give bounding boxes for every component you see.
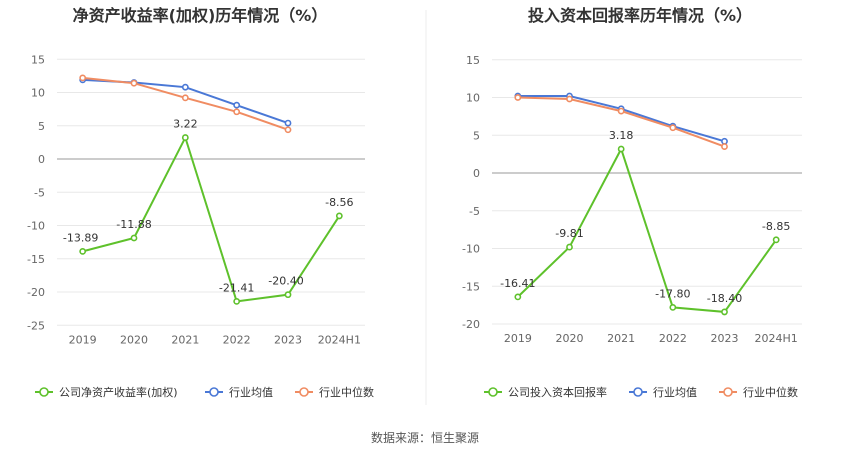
chart-1: 净资产收益率(加权)历年情况（%） 15 10 5 0 -5 -10 -15 -20 -25 201… bbox=[27, 6, 374, 399]
legend-marker bbox=[633, 387, 643, 397]
legend-item: 公司净资产收益率(加权) bbox=[35, 385, 178, 399]
data-point bbox=[233, 108, 241, 116]
y-tick-label: 0 bbox=[473, 167, 480, 180]
legend-marker bbox=[209, 387, 219, 397]
data-label: -9.81 bbox=[555, 227, 583, 240]
y-tick-label: 5 bbox=[473, 129, 480, 142]
source-note: 数据来源：恒生聚源 bbox=[371, 430, 479, 445]
series-line bbox=[82, 134, 341, 303]
x-tick-label: 2021 bbox=[171, 333, 199, 346]
data-point bbox=[181, 83, 189, 91]
data-point bbox=[79, 247, 87, 255]
data-point bbox=[669, 303, 677, 311]
legend-item: 公司投入资本回报率 bbox=[484, 385, 607, 399]
legend-label: 行业均值 bbox=[229, 386, 273, 399]
y-tick-label: -20 bbox=[462, 318, 480, 331]
data-point bbox=[181, 134, 189, 141]
data-label: 3.18 bbox=[609, 129, 634, 142]
data-label: -8.85 bbox=[762, 220, 790, 233]
data-point bbox=[284, 119, 292, 127]
x-tick-label: 2024H1 bbox=[755, 332, 798, 345]
chart-2: 投入资本回报率历年情况（%） 15 10 5 0 -5 -10 -15 -20 2019 2020 2… bbox=[462, 6, 802, 399]
data-point bbox=[79, 74, 87, 82]
x-tick-label: 2020 bbox=[120, 333, 148, 346]
x-tick-label: 2022 bbox=[659, 332, 687, 345]
data-label: -18.40 bbox=[707, 292, 742, 305]
data-point bbox=[669, 124, 677, 132]
y-tick-label: -20 bbox=[27, 286, 45, 299]
data-point bbox=[772, 236, 780, 244]
data-point bbox=[514, 293, 522, 301]
chart-title: 投入资本回报率历年情况（%） bbox=[528, 6, 752, 25]
legend-item: 行业均值 bbox=[629, 386, 697, 399]
x-tick-label: 2021 bbox=[607, 332, 635, 345]
y-tick-label: -5 bbox=[469, 205, 480, 218]
y-tick-label: -25 bbox=[27, 319, 45, 332]
data-point bbox=[181, 94, 189, 102]
data-label: -11.88 bbox=[116, 218, 151, 231]
data-point bbox=[130, 234, 138, 242]
data-point bbox=[233, 101, 241, 109]
legend-item: 行业中位数 bbox=[295, 385, 374, 399]
data-point bbox=[130, 79, 138, 87]
data-point bbox=[617, 145, 625, 153]
data-point bbox=[514, 94, 522, 101]
data-point bbox=[617, 107, 625, 115]
data-label: 3.22 bbox=[173, 118, 198, 131]
y-tick-label: 10 bbox=[466, 92, 480, 105]
chart-title: 净资产收益率(加权)历年情况（%） bbox=[73, 6, 328, 25]
data-label: -20.40 bbox=[268, 275, 303, 288]
legend-item: 行业均值 bbox=[205, 386, 273, 399]
legend-marker bbox=[488, 387, 498, 397]
data-point bbox=[284, 291, 292, 299]
x-tick-label: 2019 bbox=[69, 333, 97, 346]
data-point bbox=[335, 212, 343, 220]
legend-label: 公司净资产收益率(加权) bbox=[59, 385, 178, 399]
legend-marker bbox=[39, 387, 49, 397]
y-tick-label: -10 bbox=[462, 243, 480, 256]
data-label: -8.56 bbox=[325, 196, 353, 209]
data-label: -13.89 bbox=[63, 231, 98, 244]
legend-label: 公司投入资本回报率 bbox=[508, 385, 607, 399]
data-point bbox=[721, 308, 728, 316]
x-tick-label: 2024H1 bbox=[318, 333, 361, 346]
y-tick-label: -15 bbox=[462, 280, 480, 293]
data-label: -17.80 bbox=[655, 287, 690, 300]
legend-label: 行业中位数 bbox=[319, 385, 374, 399]
y-tick-label: 15 bbox=[31, 53, 45, 66]
series-line bbox=[517, 146, 777, 313]
legend-marker bbox=[299, 387, 309, 397]
x-tick-label: 2023 bbox=[274, 333, 302, 346]
data-point bbox=[566, 95, 573, 103]
y-tick-label: 10 bbox=[31, 87, 45, 100]
data-label: -21.41 bbox=[219, 281, 254, 294]
x-tick-label: 2020 bbox=[556, 332, 584, 345]
data-point bbox=[233, 297, 241, 305]
data-label: -16.41 bbox=[500, 277, 535, 290]
legend-label: 行业中位数 bbox=[743, 385, 798, 399]
y-tick-label: 5 bbox=[38, 120, 45, 133]
legend-item: 行业中位数 bbox=[719, 385, 798, 399]
y-tick-label: -10 bbox=[27, 220, 45, 233]
x-tick-label: 2023 bbox=[711, 332, 739, 345]
x-tick-label: 2019 bbox=[504, 332, 532, 345]
x-tick-label: 2022 bbox=[223, 333, 251, 346]
y-tick-label: 15 bbox=[466, 54, 480, 67]
data-point bbox=[721, 137, 728, 145]
data-point bbox=[566, 243, 573, 251]
data-point bbox=[721, 143, 728, 150]
y-tick-label: 0 bbox=[38, 153, 45, 166]
legend-label: 行业均值 bbox=[653, 386, 697, 399]
y-tick-label: -15 bbox=[27, 253, 45, 266]
y-tick-label: -5 bbox=[34, 186, 45, 199]
data-point bbox=[284, 126, 292, 134]
legend-marker bbox=[723, 387, 733, 397]
